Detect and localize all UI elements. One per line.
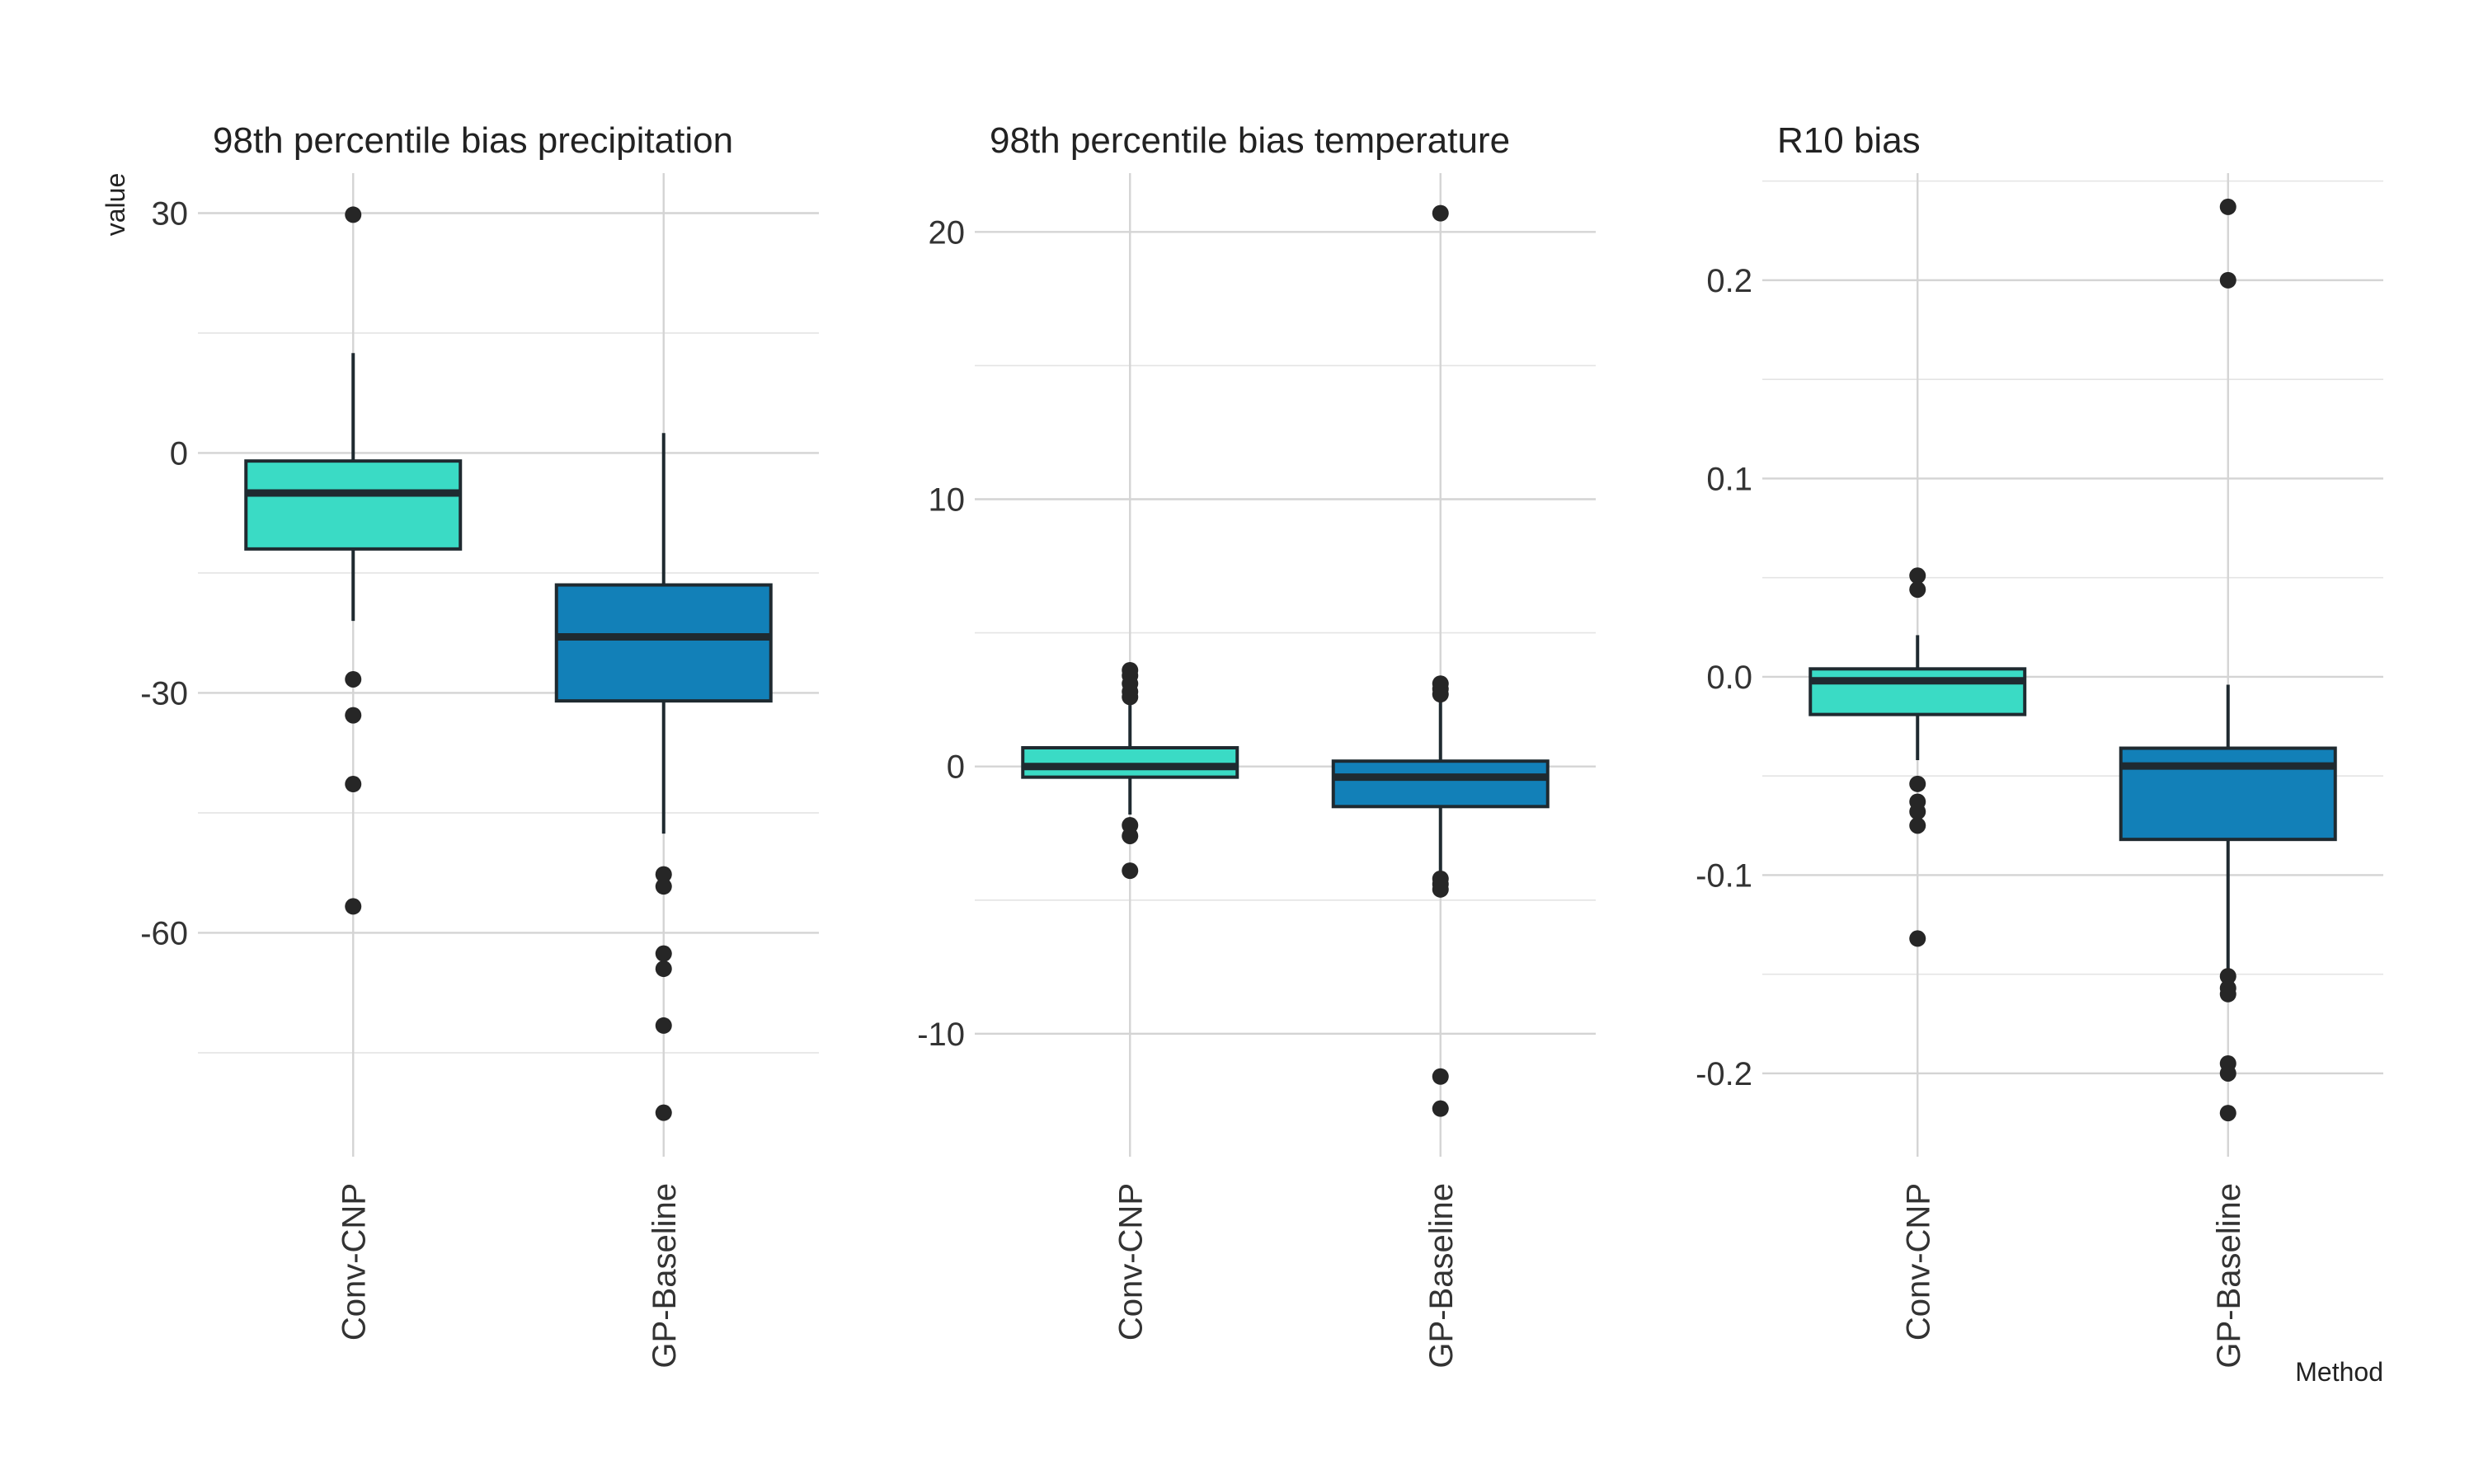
y-tick-label: -10 [917,1017,965,1053]
outlier-point [2219,1064,2236,1082]
box-iqr [2119,746,2337,842]
x-tick-label: Conv-CNP [336,1183,372,1341]
box-conv-cnp [244,206,463,915]
outlier-point [1909,567,1926,585]
y-tick-label: 20 [929,214,966,251]
panel-title-precipitation: 98th percentile bias precipitation [213,120,733,161]
box-gp-baseline [1331,204,1550,1117]
x-axis-title: Method [2295,1357,2383,1387]
y-axis-title: value [101,173,130,237]
y-tick-label: 0.0 [1706,660,1752,696]
outlier-point [345,670,362,688]
outlier-point [2219,985,2236,1003]
outlier-point [655,878,672,895]
y-tick-label: 10 [929,482,966,519]
y-tick-label: -60 [140,915,188,951]
outlier-point [345,206,362,223]
panel-title-r10: R10 bias [1777,120,1921,161]
outlier-point [1909,803,1926,820]
box-iqr [1331,759,1550,809]
outlier-point [655,1104,672,1121]
y-tick-label: -30 [140,675,188,711]
x-tick-label: GP-Baseline [2211,1183,2247,1369]
outlier-point [2219,968,2236,985]
y-tick-label: 0 [947,749,965,786]
outlier-point [2219,1105,2236,1122]
grid-lines [975,173,1596,1157]
grid-lines [1762,173,2383,1157]
outlier-point [1432,1100,1449,1117]
box-iqr [244,459,463,551]
grid-lines [198,173,819,1157]
outlier-point [2219,271,2236,289]
box-iqr [1021,745,1239,779]
box-iqr [1808,667,2027,716]
box-iqr [554,583,773,703]
outlier-point [2219,198,2236,215]
outlier-point [1432,204,1449,222]
y-tick-label: -0.2 [1696,1056,1752,1092]
x-tick-label: GP-Baseline [1423,1183,1460,1369]
outlier-point [655,960,672,978]
outlier-point [655,866,672,883]
outlier-point [1432,686,1449,703]
outlier-point [1909,581,1926,599]
outlier-point [655,945,672,962]
outlier-point [1432,1068,1449,1085]
y-tick-label: 0.1 [1706,461,1752,497]
y-tick-label: 0 [170,435,188,472]
outlier-point [1909,930,1926,947]
y-tick-label: 0.2 [1706,263,1752,299]
panel-r10-bias: R10 bias Method 0.2 0.1 0.0 -0.1 -0.2 Conv-CN… [1696,120,2383,1387]
box-gp-baseline [554,433,773,1121]
outlier-point [1909,817,1926,834]
box-gp-baseline [2119,198,2337,1122]
outlier-point [1122,827,1139,844]
box-conv-cnp [1021,661,1239,880]
outlier-point [1432,881,1449,898]
outlier-point [345,707,362,724]
x-tick-label: Conv-CNP [1112,1183,1149,1341]
panel-precipitation-bias: 98th percentile bias precipitation value… [101,120,819,1369]
outlier-point [1122,688,1139,706]
outlier-point [1122,862,1139,880]
y-tick-label: -0.1 [1696,857,1752,894]
outlier-point [655,1017,672,1034]
outlier-point [345,898,362,915]
panel-title-temperature: 98th percentile bias temperature [990,120,1510,161]
outlier-point [345,776,362,793]
x-tick-label: Conv-CNP [1900,1183,1936,1341]
panel-temperature-bias: 98th percentile bias temperature 20 10 0 -1… [917,120,1596,1369]
box-conv-cnp [1808,567,2027,947]
outlier-point [1909,775,1926,792]
y-tick-label: 30 [152,195,189,232]
x-tick-label: GP-Baseline [647,1183,683,1369]
